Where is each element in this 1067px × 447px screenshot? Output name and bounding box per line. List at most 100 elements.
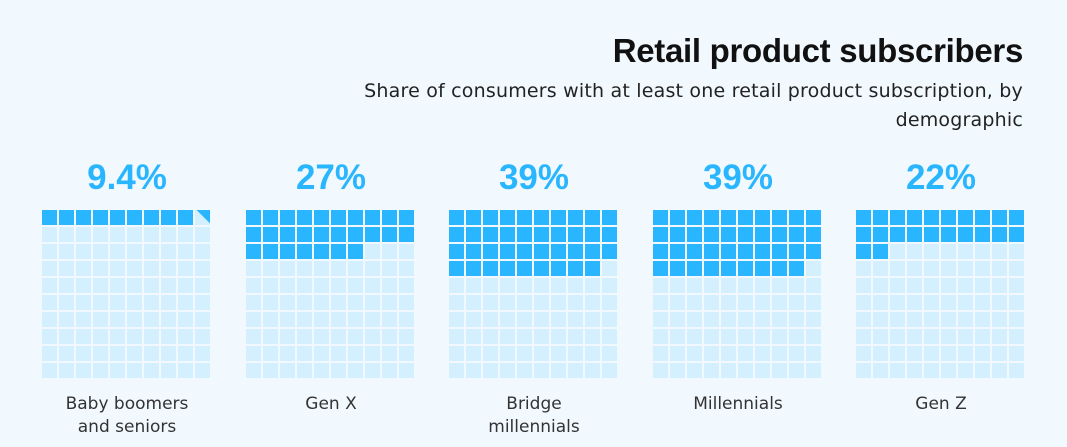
waffle-cell-filled: [958, 227, 973, 242]
waffle-cell-empty: [93, 346, 108, 361]
waffle-cell-filled: [568, 210, 583, 225]
waffle-cell-empty: [687, 363, 702, 378]
waffle-cell-empty: [856, 295, 871, 310]
waffle-cell-empty: [907, 329, 922, 344]
waffle-cell-empty: [246, 295, 261, 310]
waffle-cell-empty: [195, 346, 210, 361]
waffle-cell-empty: [399, 363, 414, 378]
waffle-cell-empty: [93, 227, 108, 242]
waffle-cell-empty: [483, 329, 498, 344]
waffle-cell-empty: [755, 295, 770, 310]
waffle-cell-empty: [534, 278, 549, 293]
waffle-cell-empty: [1009, 312, 1024, 327]
waffle-cell-empty: [890, 278, 905, 293]
waffle-cell-empty: [704, 329, 719, 344]
waffle-cell-empty: [76, 295, 91, 310]
waffle-cell-empty: [721, 278, 736, 293]
waffle-cell-empty: [534, 295, 549, 310]
waffle-cell-empty: [907, 312, 922, 327]
waffle-cell-empty: [992, 261, 1007, 276]
waffle-cell-empty: [500, 363, 515, 378]
waffle-cell-filled: [280, 210, 295, 225]
waffle-cell-filled: [806, 227, 821, 242]
waffle-cell-filled: [653, 261, 668, 276]
waffle-cell-empty: [178, 312, 193, 327]
waffle-cell-filled: [500, 227, 515, 242]
waffle-cell-filled: [755, 227, 770, 242]
waffle-cell-empty: [670, 329, 685, 344]
waffle-cell-empty: [1009, 261, 1024, 276]
waffle-cell-filled: [551, 244, 566, 259]
waffle-cell-filled: [941, 210, 956, 225]
waffle-cell-empty: [178, 227, 193, 242]
waffle-cell-filled: [755, 210, 770, 225]
waffle-cell-empty: [280, 363, 295, 378]
waffle-cell-empty: [856, 346, 871, 361]
waffle-cell-filled: [670, 244, 685, 259]
waffle-cell-filled: [110, 210, 125, 225]
waffle-panel: 27% Gen X: [245, 158, 417, 416]
waffle-cell-empty: [93, 278, 108, 293]
waffle-cell-filled: [551, 227, 566, 242]
waffle-cell-filled: [890, 210, 905, 225]
waffle-cell-empty: [534, 346, 549, 361]
waffle-cell-empty: [144, 329, 159, 344]
waffle-cell-empty: [806, 329, 821, 344]
waffle-cell-empty: [687, 329, 702, 344]
waffle-cell-empty: [127, 227, 142, 242]
waffle-cell-empty: [59, 363, 74, 378]
waffle-cell-empty: [856, 278, 871, 293]
waffle-cell-empty: [958, 278, 973, 293]
waffle-cell-empty: [365, 346, 380, 361]
waffle-cell-empty: [144, 312, 159, 327]
waffle-cell-filled: [297, 210, 312, 225]
waffle-cell-empty: [110, 312, 125, 327]
waffle-cell-empty: [195, 261, 210, 276]
waffle-cell-empty: [246, 346, 261, 361]
waffle-cell-empty: [161, 363, 176, 378]
waffle-cell-filled: [59, 210, 74, 225]
waffle-cell-empty: [806, 312, 821, 327]
waffle-cell-empty: [331, 346, 346, 361]
waffle-cell-empty: [382, 329, 397, 344]
waffle-cell-empty: [992, 329, 1007, 344]
waffle-cell-filled: [500, 261, 515, 276]
waffle-cell-empty: [1009, 295, 1024, 310]
waffle-cell-empty: [161, 329, 176, 344]
waffle-cell-filled: [365, 210, 380, 225]
waffle-cell-empty: [127, 278, 142, 293]
waffle-cell-empty: [127, 261, 142, 276]
waffle-cell-empty: [568, 295, 583, 310]
waffle-cell-filled: [500, 244, 515, 259]
waffle-cell-empty: [449, 295, 464, 310]
waffle-cell-empty: [670, 346, 685, 361]
waffle-cell-empty: [907, 295, 922, 310]
waffle-cell-empty: [144, 346, 159, 361]
waffle-cell-empty: [331, 295, 346, 310]
waffle-cell-empty: [110, 295, 125, 310]
waffle-cell-empty: [568, 312, 583, 327]
waffle-cell-filled: [144, 210, 159, 225]
waffle-cell-empty: [466, 278, 481, 293]
waffle-cell-empty: [59, 244, 74, 259]
waffle-cell-empty: [449, 363, 464, 378]
waffle-cell-empty: [806, 363, 821, 378]
waffle-cell-filled: [1009, 210, 1024, 225]
waffle-cell-empty: [195, 329, 210, 344]
waffle-cell-empty: [585, 295, 600, 310]
waffle-cell-empty: [907, 346, 922, 361]
waffle-cell-filled: [806, 244, 821, 259]
waffle-cell-empty: [297, 295, 312, 310]
waffle-cell-filled: [568, 261, 583, 276]
waffle-cell-empty: [992, 346, 1007, 361]
waffle-cell-empty: [873, 278, 888, 293]
waffle-cell-empty: [517, 346, 532, 361]
waffle-cell-filled: [856, 210, 871, 225]
waffle-cell-filled: [721, 244, 736, 259]
waffle-cell-filled: [772, 227, 787, 242]
waffle-cell-empty: [42, 346, 57, 361]
waffle-cell-filled: [517, 210, 532, 225]
waffle-cell-empty: [110, 244, 125, 259]
waffle-cell-filled: [348, 227, 363, 242]
waffle-cell-empty: [772, 312, 787, 327]
